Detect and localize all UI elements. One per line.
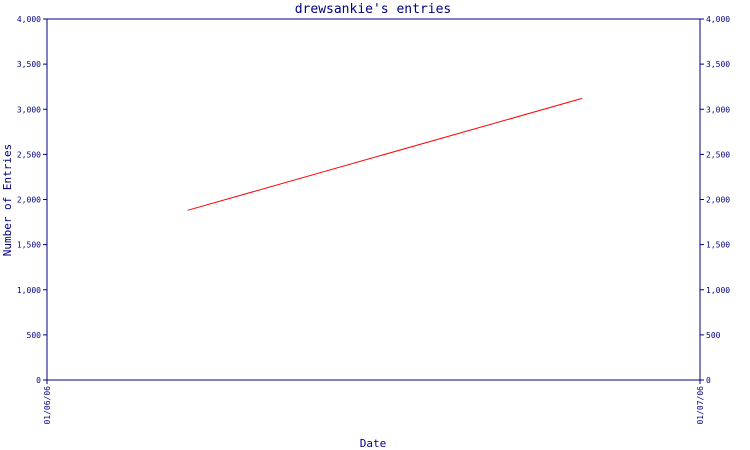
series-line — [187, 97, 583, 211]
x-axis: 01/06/06 01/07/06 — [43, 380, 705, 425]
y-axis-title: Number of Entries — [1, 144, 14, 257]
x-tick-label: 01/06/06 — [43, 386, 52, 425]
y-tick-label-left: 1,000 — [17, 286, 41, 295]
chart-title: drewsankie's entries — [295, 2, 452, 17]
y-tick-label-left: 4,000 — [17, 15, 41, 24]
y-tick-label-left: 0 — [36, 376, 41, 385]
y-tick-label-right: 1,000 — [706, 286, 730, 295]
y-tick-label-left: 3,500 — [17, 60, 41, 69]
y-axis-right: 0 500 1,000 1,500 2,000 2,500 3,000 3,500 4,000 — [700, 15, 730, 385]
y-tick-label-left: 1,500 — [17, 241, 41, 250]
x-tick-label: 01/07/06 — [696, 386, 705, 425]
y-tick-label-right: 1,500 — [706, 241, 730, 250]
y-tick-label-right: 2,000 — [706, 196, 730, 205]
y-tick-label-left: 2,500 — [17, 150, 41, 159]
y-tick-label-right: 4,000 — [706, 15, 730, 24]
x-axis-title: Date — [360, 437, 387, 450]
plot-frame — [46, 18, 701, 381]
y-tick-label-right: 3,000 — [706, 105, 730, 114]
y-axis-left: 0 500 1,000 1,500 2,000 2,500 3,000 3,500 4,000 — [17, 15, 47, 385]
y-tick-label-right: 500 — [706, 331, 721, 340]
plot-border — [46, 18, 701, 381]
y-tick-label-right: 3,500 — [706, 60, 730, 69]
y-tick-label-left: 3,000 — [17, 105, 41, 114]
y-tick-label-right: 2,500 — [706, 150, 730, 159]
y-tick-label-left: 500 — [27, 331, 42, 340]
series-layer — [187, 97, 583, 211]
y-tick-label-left: 2,000 — [17, 196, 41, 205]
y-tick-label-right: 0 — [706, 376, 711, 385]
